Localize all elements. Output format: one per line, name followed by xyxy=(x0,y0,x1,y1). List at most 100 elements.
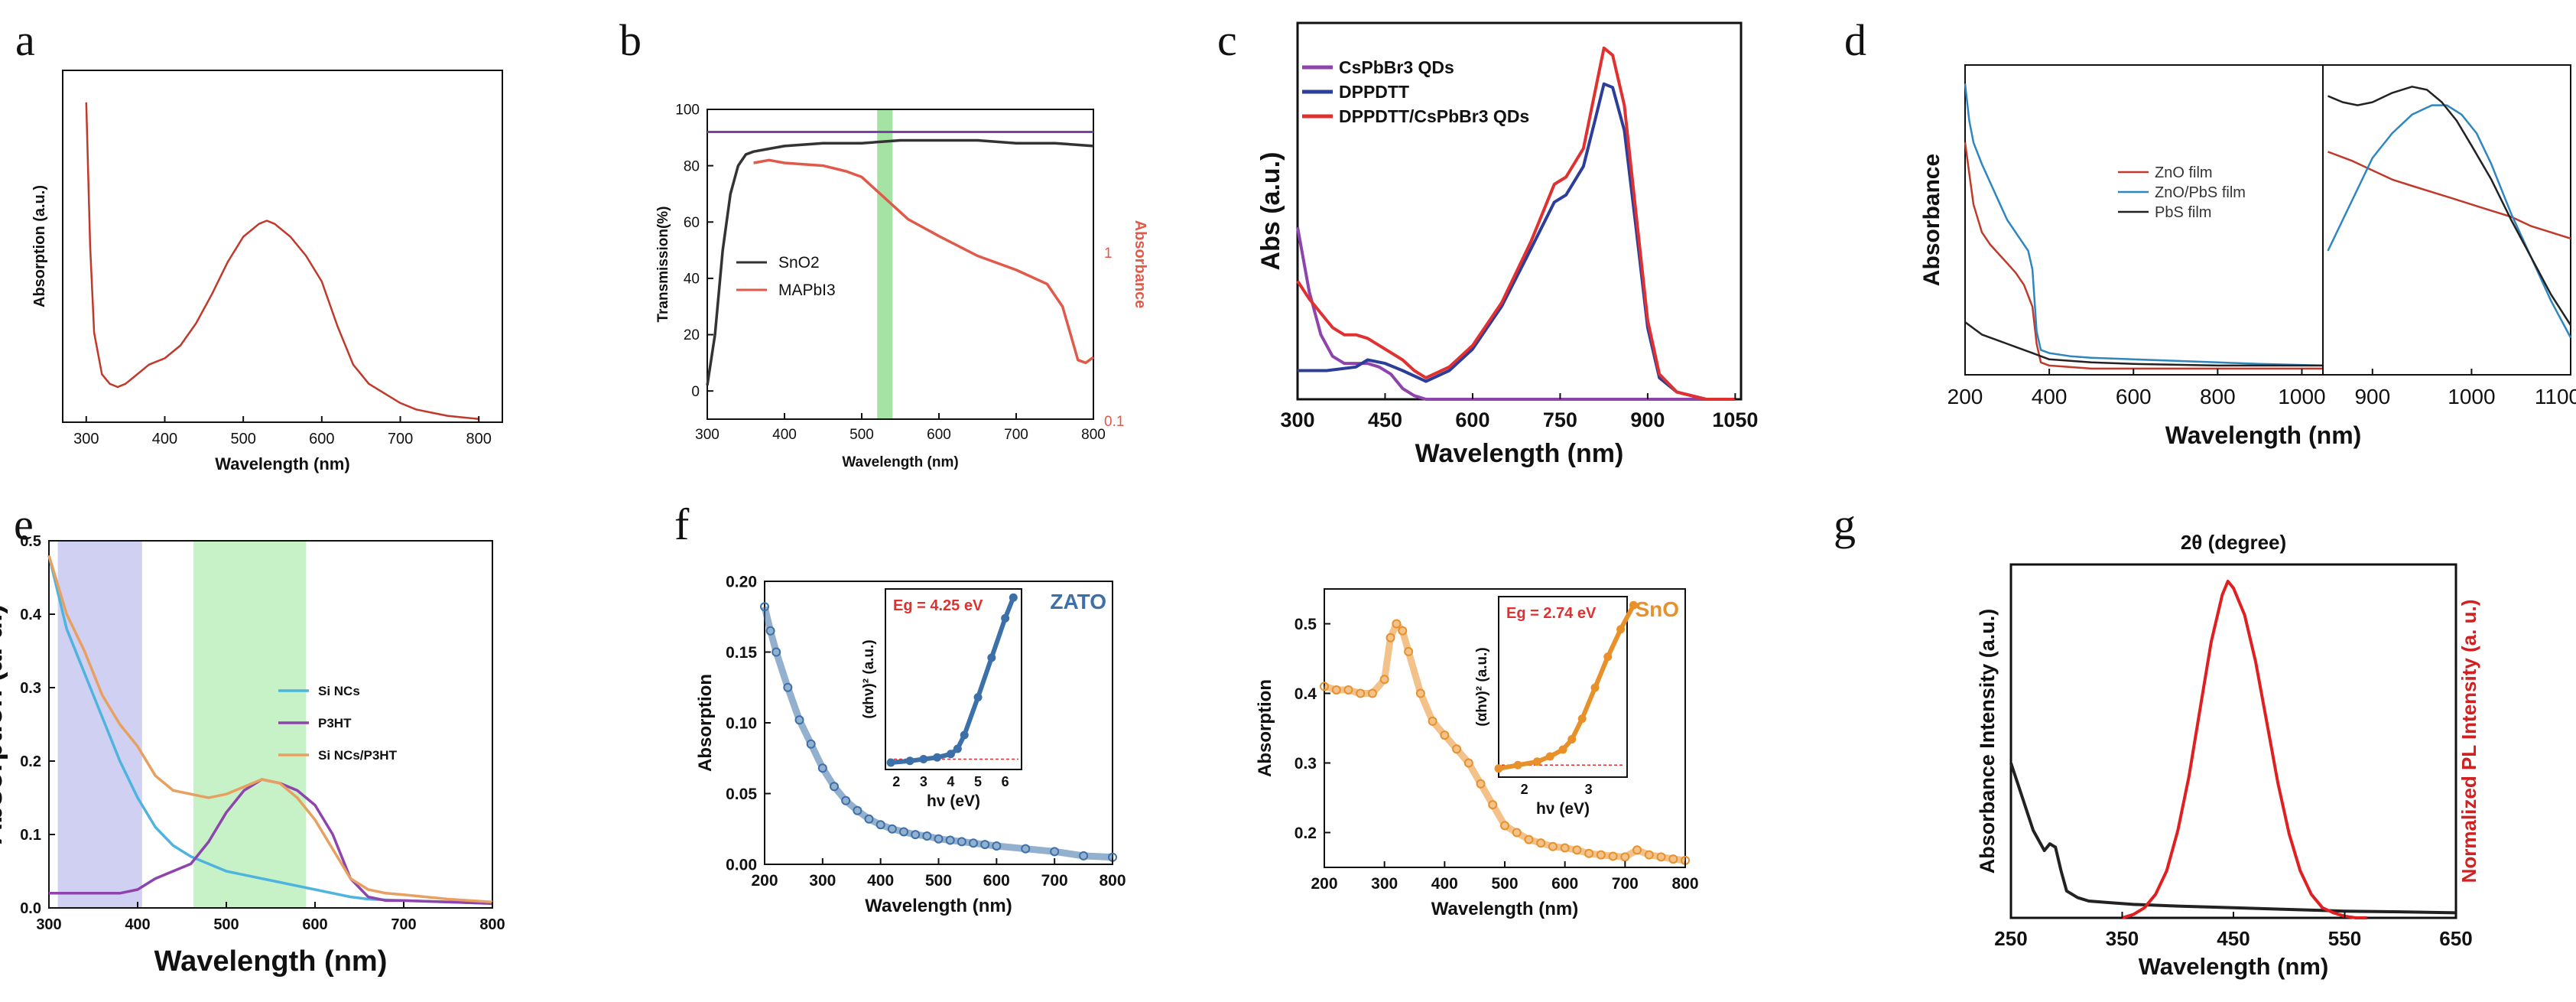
x-tick-label: 800 xyxy=(2200,385,2236,408)
series-cspbbr3-qds xyxy=(1296,226,1736,401)
data-point xyxy=(1415,688,1425,698)
x-tick-label: 800 xyxy=(479,916,505,933)
x-tick-label: 800 xyxy=(1099,872,1126,890)
series-dppdtt-cspbbr3-qds xyxy=(1296,46,1736,401)
y-axis-label: Absorption (a. u.) xyxy=(0,604,8,845)
data-point xyxy=(1050,847,1060,857)
x-tick-label: 500 xyxy=(925,872,952,890)
series-mapbi3 xyxy=(753,158,1095,365)
data-point xyxy=(875,820,885,830)
data-point xyxy=(760,602,769,612)
x-tick-label: 700 xyxy=(1004,427,1028,443)
data-point xyxy=(887,824,897,834)
panel-label: c xyxy=(1217,15,1237,65)
inset-series-zno-film xyxy=(2327,151,2571,239)
y-tick-label: 0.10 xyxy=(726,714,757,732)
legend-label: PbS film xyxy=(2155,204,2211,221)
series-si-ncs-p3ht xyxy=(47,555,493,904)
data-point xyxy=(1398,626,1408,636)
y-axis-label: Transmission(%) xyxy=(655,206,671,322)
y-right-tick-label: 1 xyxy=(1104,246,1113,262)
y-axis-label: Absorbance Intensity (a.u.) xyxy=(1976,609,1999,874)
data-point xyxy=(911,830,921,840)
x-tick-label: 1000 xyxy=(2278,385,2325,408)
panel-label: e xyxy=(14,499,34,549)
y-axis-label: Absorption xyxy=(1255,679,1275,777)
data-point xyxy=(1572,845,1582,855)
data-point xyxy=(806,739,816,749)
x-tick-label: 500 xyxy=(213,916,239,933)
y-right-tick-label: 0.1 xyxy=(1104,414,1124,430)
x-tick-label: 400 xyxy=(772,427,797,443)
x-tick-label: 300 xyxy=(1280,408,1314,431)
data-point xyxy=(772,647,781,657)
inset-y-label: (αhν)² (a.u.) xyxy=(1474,647,1490,727)
data-point xyxy=(1079,851,1089,860)
panel-a: 300 400 500 600 700 800 Wavelength (nm) Absorpt… xyxy=(31,70,503,473)
x-tick-label: 750 xyxy=(1543,408,1577,431)
y-tick-label: 0.00 xyxy=(726,856,757,873)
y-tick-label: 0.4 xyxy=(20,607,42,623)
shaded-region xyxy=(57,541,142,908)
inset-annotation: Eg = 4.25 eV xyxy=(893,597,983,614)
x-tick-label: 900 xyxy=(1630,408,1665,431)
series-dppdtt xyxy=(1298,82,1736,401)
data-point xyxy=(945,835,955,845)
x-tick-label: 200 xyxy=(751,872,778,890)
data-point xyxy=(1608,851,1618,861)
data-point xyxy=(864,814,874,824)
data-point xyxy=(1428,716,1437,726)
data-point xyxy=(1596,850,1606,860)
x-tick-label: 900 xyxy=(2354,385,2390,408)
inset-annotation: Eg = 2.74 eV xyxy=(1506,605,1597,622)
series-zno-film xyxy=(1964,142,2323,370)
data-point xyxy=(1379,675,1389,685)
inset-x-label: hν (eV) xyxy=(1536,800,1590,818)
x-tick-label: 200 xyxy=(1311,875,1337,893)
x-tick-label: 400 xyxy=(152,431,177,447)
x-tick-label: 700 xyxy=(391,916,416,933)
y-tick-label: 0.2 xyxy=(20,753,41,770)
x-tick-label: 600 xyxy=(1551,875,1578,893)
y-axis-label: Absorption xyxy=(695,674,716,772)
data-point xyxy=(1440,730,1450,740)
absorption-series xyxy=(85,102,479,421)
x-tick-label: 600 xyxy=(302,916,327,933)
sample-tag: ZATO xyxy=(1050,590,1106,613)
panel-g: 250 350 450 550 650 2θ (degree) Wavelength (nm… xyxy=(1976,531,2480,980)
y-tick-label: 100 xyxy=(675,102,700,119)
inset-x-tick-label: 3 xyxy=(920,774,927,789)
x-axis-label: Wavelength (nm) xyxy=(842,454,958,470)
y-tick-label: 0.5 xyxy=(20,533,41,550)
y-tick-label: 40 xyxy=(684,272,700,288)
x-tick-label: 300 xyxy=(36,916,61,933)
x-tick-label: 600 xyxy=(927,427,951,443)
x-axis-label: Wavelength (nm) xyxy=(215,454,349,473)
data-point xyxy=(934,834,944,844)
inset-frame xyxy=(885,588,1022,770)
data-point xyxy=(1476,779,1486,789)
inset-y-label: (αhν)² (a.u.) xyxy=(861,639,877,719)
shaded-region xyxy=(193,541,307,908)
panel-d: 200 400 600 800 1000 Wavelength (nm) Absorbanc… xyxy=(1919,64,2576,449)
data-point xyxy=(841,795,851,805)
plot-frame xyxy=(2009,563,2457,919)
panel-f1: 200 300 400 500 600 700 800 0.00 0.05 0.10 0.15 0.2… xyxy=(695,573,1126,916)
y-tick-label: 0.0 xyxy=(20,900,41,917)
x-tick-label: 1000 xyxy=(2448,385,2495,408)
data-point xyxy=(1331,685,1341,695)
x-tick-label: 600 xyxy=(2116,385,2152,408)
data-point xyxy=(794,715,804,725)
plot-frame xyxy=(1964,64,2324,376)
y-tick-label: 0.20 xyxy=(726,573,757,590)
y-axis-label: Abs (a.u.) xyxy=(1256,152,1285,271)
x-tick-label: 300 xyxy=(1371,875,1398,893)
inset-x-tick-label: 2 xyxy=(892,774,900,789)
x-tick-label: 450 xyxy=(2217,927,2250,950)
x-tick-label: 800 xyxy=(1081,427,1106,443)
data-point xyxy=(1656,852,1666,862)
legend-label: SnO2 xyxy=(778,254,820,272)
y-right-axis-label: Absorbance xyxy=(1132,220,1148,309)
chart-title: 2θ (degree) xyxy=(2181,531,2286,554)
panel-label: d xyxy=(1844,15,1866,65)
